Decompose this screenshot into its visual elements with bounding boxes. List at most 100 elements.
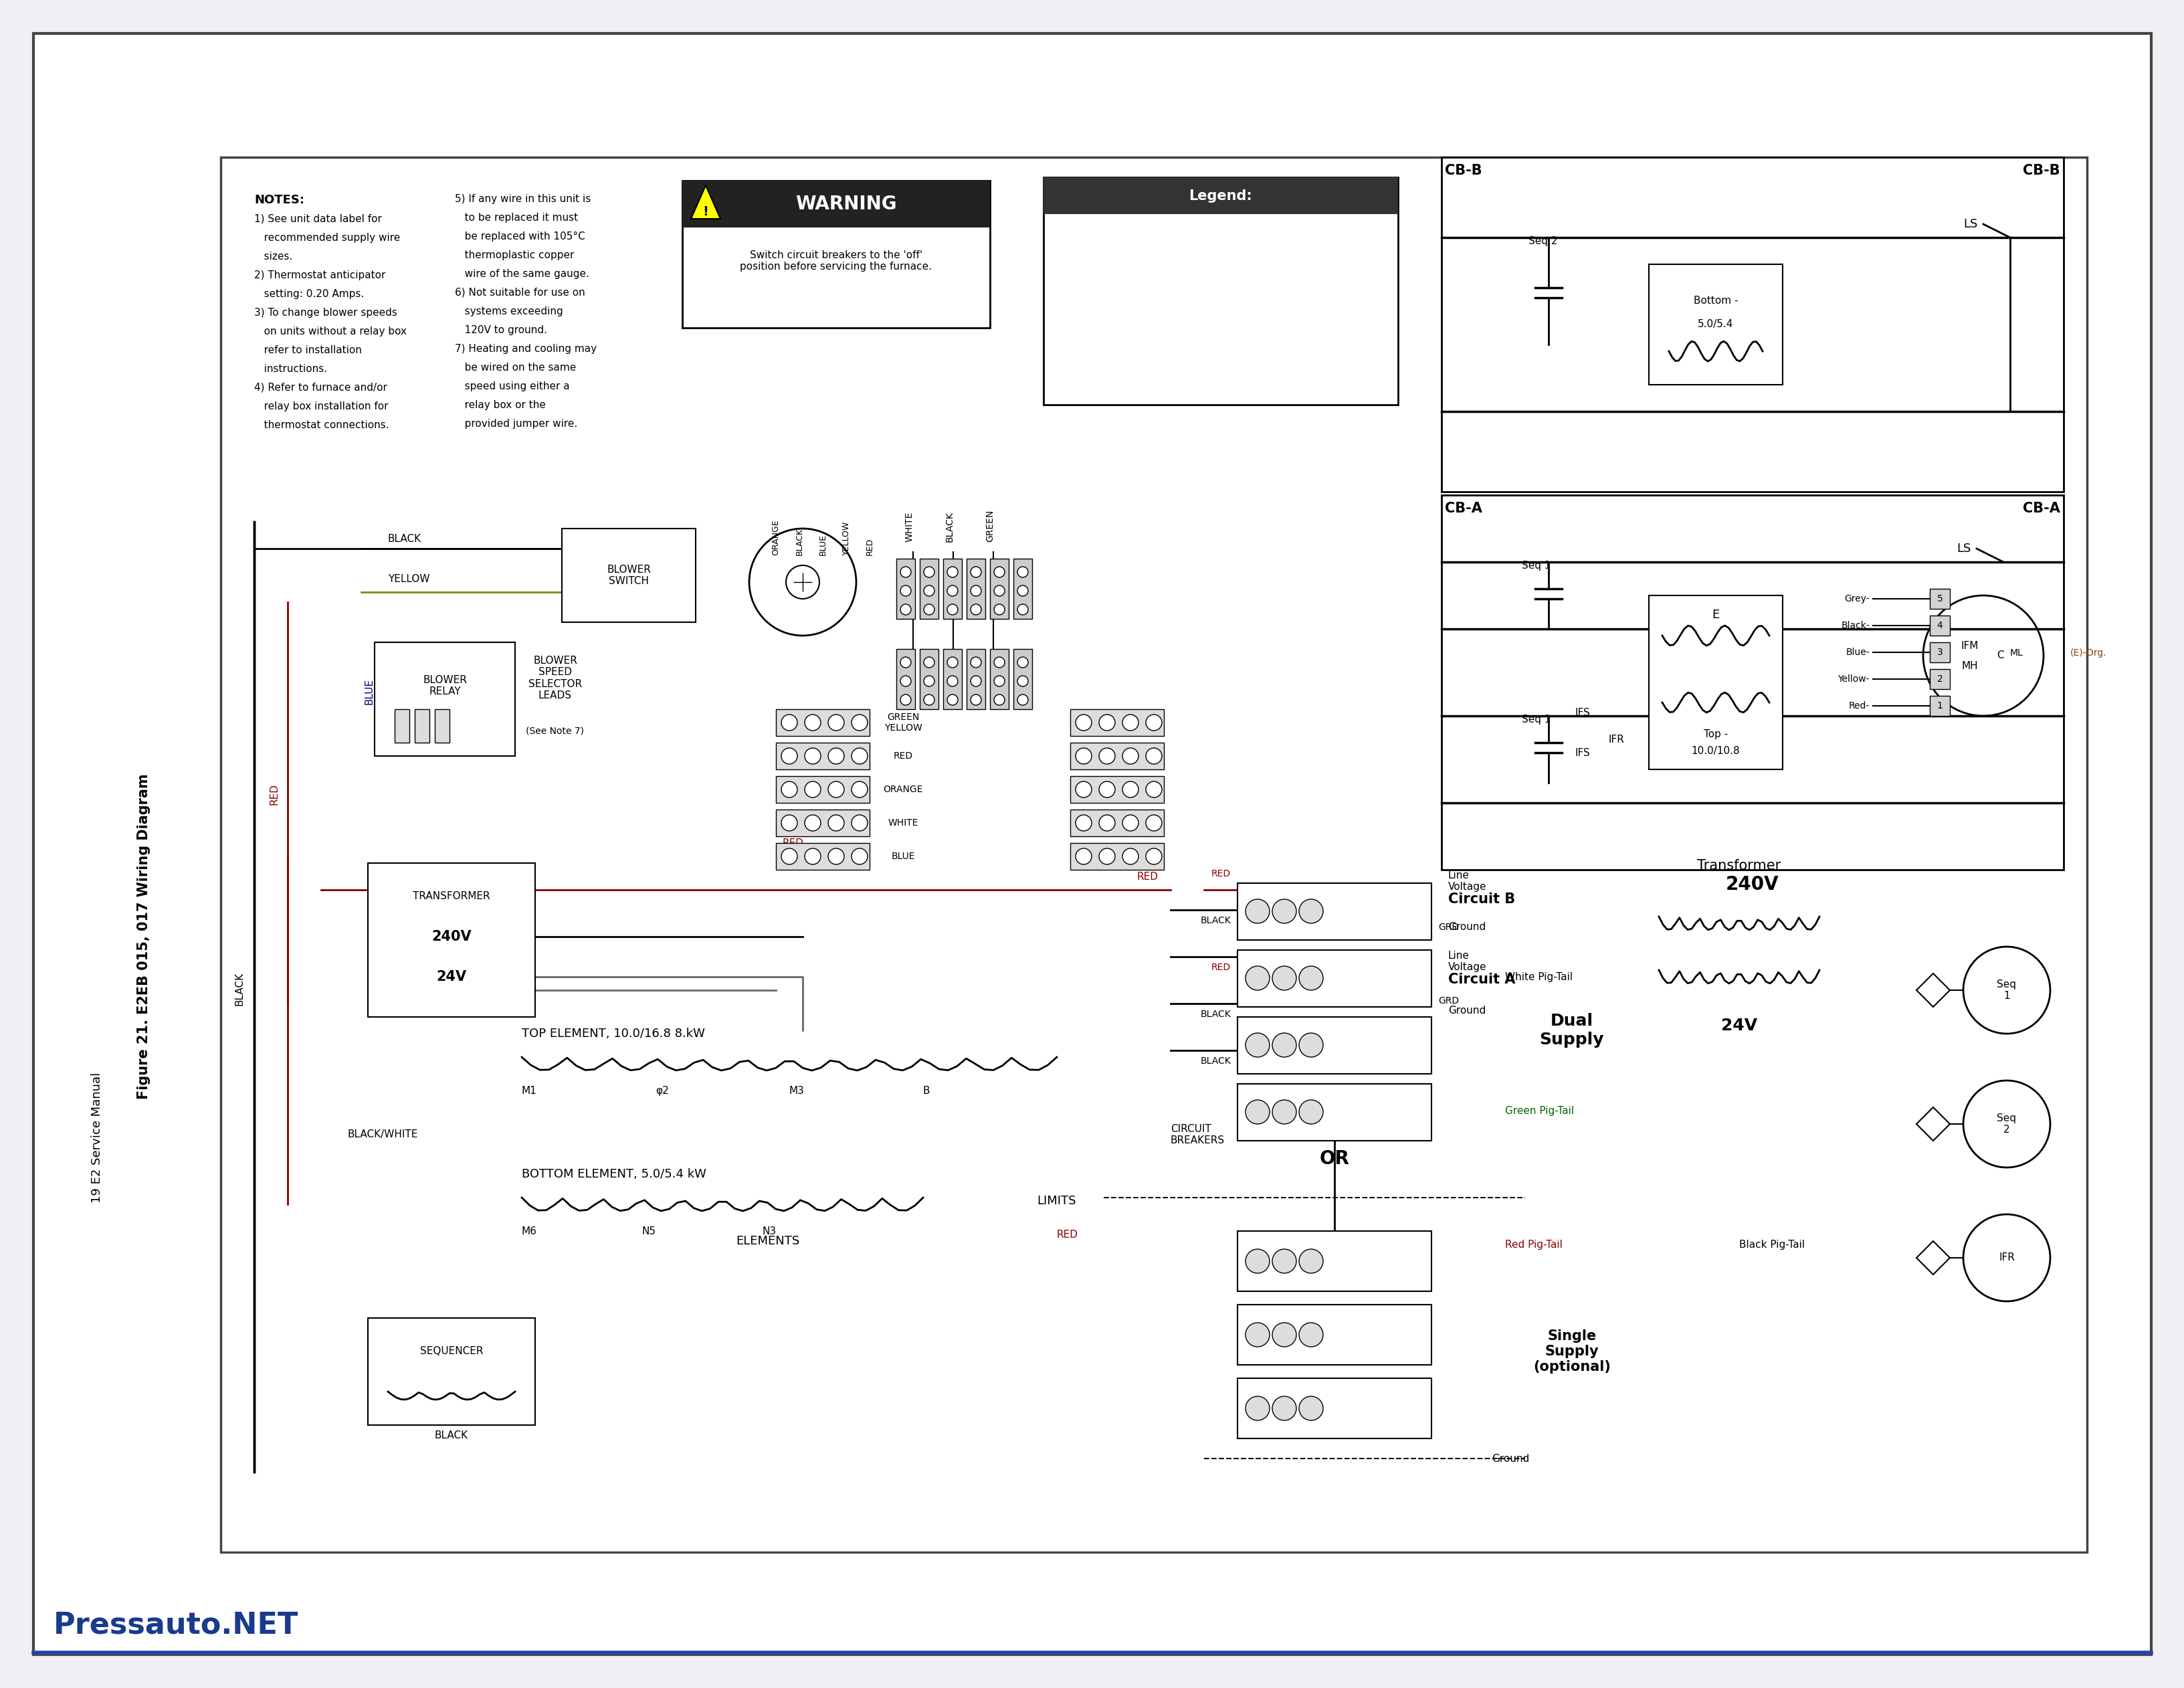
Text: IFM: IFM <box>1961 641 1979 650</box>
Text: GRD: GRD <box>1437 923 1459 932</box>
Bar <box>1928 695 1950 716</box>
Text: M6: M6 <box>522 1227 537 1236</box>
Polygon shape <box>690 186 721 219</box>
Circle shape <box>900 675 911 687</box>
Text: M3: M3 <box>788 1085 804 1096</box>
Circle shape <box>1271 966 1295 991</box>
Text: MH: MH <box>1961 660 1977 670</box>
Circle shape <box>1245 1249 1269 1273</box>
Text: ◇ = Control Plug: ◇ = Control Plug <box>1051 388 1136 398</box>
Circle shape <box>1123 782 1138 797</box>
Text: IFR = Fan Relay: IFR = Fan Relay <box>1051 327 1131 338</box>
Text: IFS: IFS <box>1575 748 1590 758</box>
Text: WHITE: WHITE <box>904 511 915 542</box>
Circle shape <box>948 586 957 596</box>
Circle shape <box>1099 849 1114 864</box>
Text: CBRKR = Circuit Breaker: CBRKR = Circuit Breaker <box>1051 248 1177 258</box>
Circle shape <box>1144 748 1162 765</box>
Bar <box>1236 1305 1431 1366</box>
Text: IFS = Fan Switch: IFS = Fan Switch <box>1051 287 1136 297</box>
Text: BLACK: BLACK <box>435 1430 467 1440</box>
Text: BLUE: BLUE <box>891 852 915 861</box>
Bar <box>1236 950 1431 1008</box>
Text: YELLOW: YELLOW <box>841 522 850 555</box>
Text: ORANGE: ORANGE <box>771 520 780 555</box>
Text: Top -: Top - <box>1704 729 1728 739</box>
Text: RED: RED <box>684 562 695 584</box>
Circle shape <box>782 815 797 830</box>
Text: BLACK: BLACK <box>946 511 954 542</box>
Bar <box>943 559 961 619</box>
Text: NOTES:: NOTES: <box>253 194 304 206</box>
Circle shape <box>1245 1033 1269 1057</box>
Circle shape <box>1245 1101 1269 1124</box>
Circle shape <box>994 675 1005 687</box>
Circle shape <box>1123 815 1138 830</box>
Circle shape <box>900 694 911 706</box>
Text: Circuit B: Circuit B <box>1448 893 1516 906</box>
Text: Yellow-: Yellow- <box>1837 675 1870 684</box>
Circle shape <box>1075 782 1092 797</box>
Bar <box>989 559 1009 619</box>
Bar <box>1044 177 1398 405</box>
Circle shape <box>1245 1396 1269 1420</box>
Text: BOTTOM ELEMENT, 5.0/5.4 kW: BOTTOM ELEMENT, 5.0/5.4 kW <box>522 1168 705 1180</box>
Text: BLACK: BLACK <box>782 859 817 868</box>
Bar <box>1441 157 2064 491</box>
Circle shape <box>970 567 981 577</box>
Circle shape <box>828 815 843 830</box>
Text: ORANGE: ORANGE <box>882 785 922 793</box>
Text: WHITE: WHITE <box>887 819 917 827</box>
Bar <box>1070 776 1164 803</box>
Bar <box>989 648 1009 709</box>
Circle shape <box>804 782 821 797</box>
Text: CB-B: CB-B <box>2022 164 2060 177</box>
Text: 2) Thermostat anticipator: 2) Thermostat anticipator <box>253 270 384 280</box>
Bar <box>435 709 450 743</box>
Text: Line
Voltage: Line Voltage <box>1448 950 1485 972</box>
Text: RED: RED <box>269 783 280 805</box>
Circle shape <box>1018 657 1029 668</box>
Text: 2: 2 <box>1937 675 1942 684</box>
Bar <box>1928 589 1950 609</box>
Text: Ground: Ground <box>1448 1006 1485 1016</box>
Text: RED: RED <box>1210 869 1230 878</box>
Text: BLACK: BLACK <box>1199 1057 1230 1065</box>
Text: Grey-: Grey- <box>1843 594 1870 604</box>
Bar <box>1044 177 1398 214</box>
Text: instructions.: instructions. <box>253 365 328 375</box>
Bar <box>775 776 869 803</box>
Text: SEQUENCER: SEQUENCER <box>419 1347 483 1357</box>
Text: 4) Refer to furnace and/or: 4) Refer to furnace and/or <box>253 383 387 393</box>
Text: Ground: Ground <box>1448 922 1485 932</box>
Text: RED: RED <box>1138 871 1158 881</box>
Bar <box>367 1318 535 1425</box>
Text: thermoplastic copper: thermoplastic copper <box>454 250 574 260</box>
Bar <box>775 743 869 770</box>
Text: Blue-: Blue- <box>1845 648 1870 657</box>
Circle shape <box>1271 900 1295 923</box>
Text: BLACK: BLACK <box>234 972 245 1006</box>
Bar <box>775 810 869 836</box>
Text: Transformer: Transformer <box>1697 859 1780 873</box>
Circle shape <box>1144 714 1162 731</box>
Circle shape <box>948 657 957 668</box>
Circle shape <box>994 586 1005 596</box>
Text: to be replaced it must: to be replaced it must <box>454 213 579 223</box>
Bar <box>1070 709 1164 736</box>
Text: TOP ELEMENT, 10.0/16.8 8.kW: TOP ELEMENT, 10.0/16.8 8.kW <box>522 1028 705 1040</box>
Circle shape <box>1018 675 1029 687</box>
Bar <box>373 641 515 756</box>
Bar <box>775 709 869 736</box>
Text: GREEN
YELLOW: GREEN YELLOW <box>885 712 922 733</box>
Text: E: E <box>1712 609 1719 621</box>
Circle shape <box>1299 900 1324 923</box>
Text: E = Heater Element: E = Heater Element <box>1051 268 1153 277</box>
Circle shape <box>1271 1323 1295 1347</box>
Text: 240V: 240V <box>1725 874 1778 895</box>
Circle shape <box>924 694 935 706</box>
Circle shape <box>900 657 911 668</box>
Text: thermostat connections.: thermostat connections. <box>253 420 389 430</box>
Text: BLOWER
RELAY: BLOWER RELAY <box>424 675 467 697</box>
Text: 5.0/5.4: 5.0/5.4 <box>1697 319 1734 329</box>
